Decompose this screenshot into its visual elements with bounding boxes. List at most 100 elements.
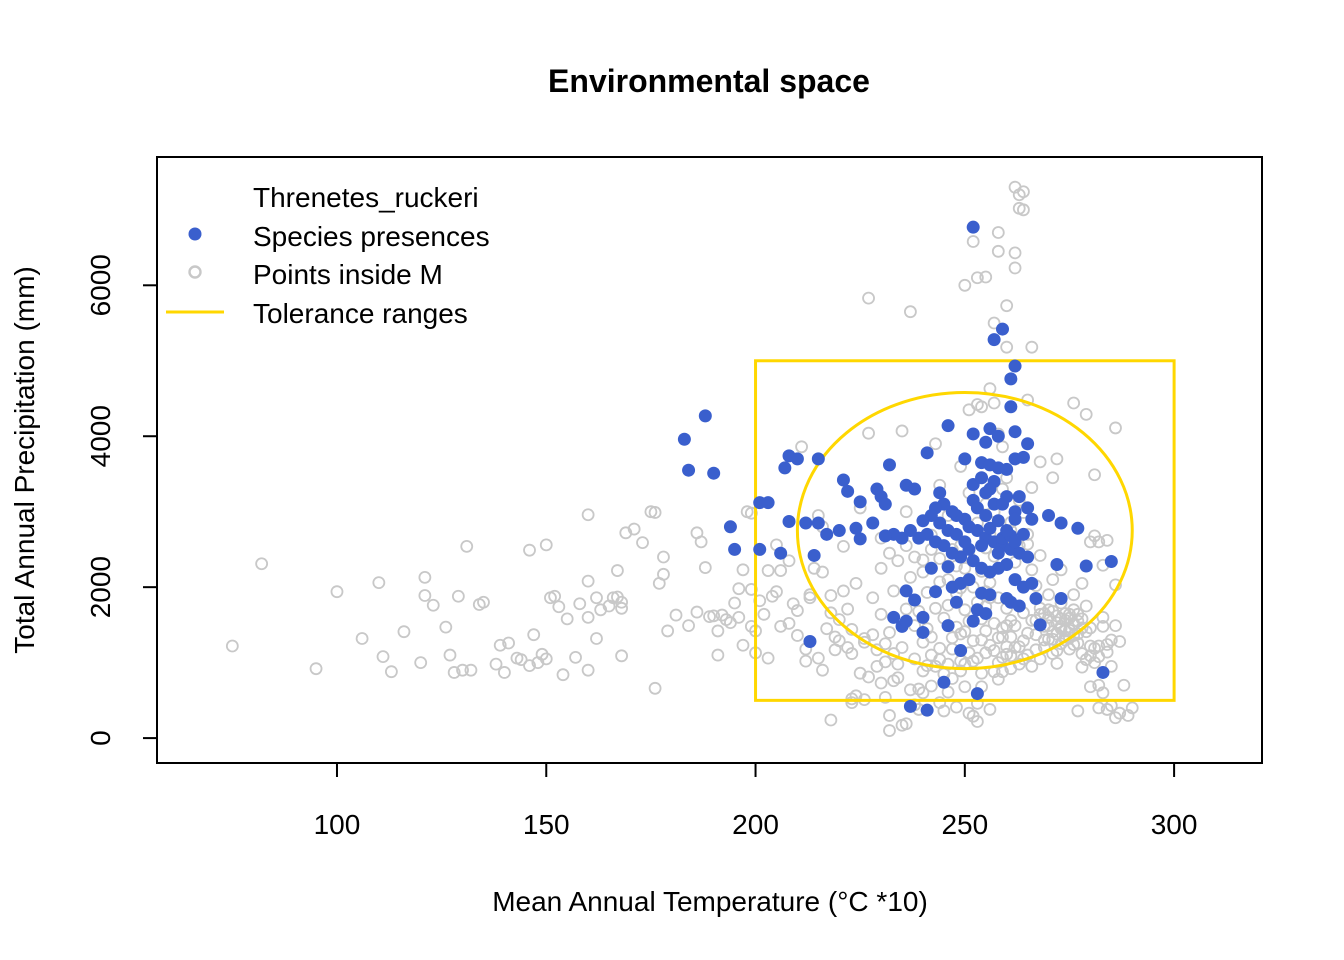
background-point: [355, 632, 369, 645]
background-point: [560, 612, 574, 626]
background-point: [1096, 686, 1110, 700]
background-point: [732, 582, 746, 596]
background-point: [1042, 588, 1055, 602]
background-point: [958, 278, 972, 292]
legend: Threnetes_ruckeri Species presences Poin…: [166, 182, 490, 329]
legend-entry-background: Points inside M: [253, 259, 443, 290]
background-point: [904, 570, 917, 584]
background-point: [887, 674, 901, 688]
background-point: [225, 639, 239, 653]
presence-point: [774, 546, 788, 560]
background-point: [996, 440, 1009, 454]
presence-point: [887, 610, 901, 624]
background-point: [514, 653, 528, 667]
y-tick-label: 2000: [85, 556, 116, 618]
background-point: [648, 506, 662, 519]
background-point: [661, 624, 675, 638]
presence-point: [723, 520, 737, 534]
background-point: [1017, 203, 1030, 217]
background-point: [912, 682, 926, 696]
background-point: [991, 226, 1005, 239]
background-point: [694, 535, 708, 549]
presence-point: [991, 546, 1005, 560]
background-point: [728, 596, 742, 610]
presence-point: [979, 508, 993, 522]
presence-point: [677, 432, 691, 446]
presence-point: [728, 542, 742, 556]
background-point: [987, 396, 1001, 410]
background-point: [456, 663, 469, 677]
presence-point: [849, 521, 863, 535]
presence-point: [853, 495, 867, 509]
presence-point: [979, 607, 993, 621]
presence-point: [1029, 591, 1043, 605]
background-point: [891, 554, 905, 568]
background-point: [1092, 535, 1106, 549]
background-point: [950, 700, 963, 714]
background-point: [384, 665, 398, 679]
presence-point: [941, 619, 955, 633]
background-point: [895, 641, 909, 654]
background-point: [711, 624, 725, 638]
background-point: [1109, 421, 1122, 435]
background-point: [1004, 630, 1018, 644]
background-point: [1025, 340, 1039, 354]
background-point: [874, 676, 888, 690]
presence-point: [853, 532, 867, 546]
presence-point: [1054, 516, 1068, 530]
background-point: [397, 625, 411, 639]
presence-point: [929, 535, 943, 549]
background-point: [255, 557, 269, 571]
presence-point: [966, 220, 980, 234]
tolerance-ranges: [754, 359, 1176, 702]
background-point: [849, 576, 863, 590]
background-point: [970, 271, 984, 285]
presence-point: [811, 452, 825, 466]
presence-point: [753, 542, 767, 556]
presence-point: [958, 535, 972, 549]
presence-point: [903, 699, 917, 713]
background-point: [979, 270, 993, 284]
background-point: [502, 636, 515, 650]
presence-point: [1096, 665, 1110, 679]
background-point: [736, 563, 750, 577]
background-point: [816, 663, 829, 677]
background-point: [862, 670, 875, 684]
background-point: [770, 585, 783, 599]
background-point: [966, 235, 980, 248]
x-tick-label: 150: [523, 809, 570, 840]
background-point: [824, 606, 838, 620]
background-point: [443, 648, 457, 662]
presence-point: [1079, 559, 1093, 573]
background-point: [916, 686, 930, 700]
background-point: [1096, 610, 1110, 624]
background-point: [1104, 633, 1118, 647]
background-point: [862, 426, 875, 440]
background-point: [1008, 261, 1022, 275]
presence-point: [1071, 521, 1085, 535]
presence-point: [1004, 400, 1018, 414]
background-point: [1075, 576, 1089, 590]
background-point: [493, 638, 507, 652]
presence-point: [991, 514, 1005, 528]
presence-point: [1021, 501, 1035, 515]
presence-point: [966, 427, 980, 441]
background-point: [1067, 588, 1081, 602]
x-axis: 100 150 200 250 300: [314, 762, 1197, 840]
background-point: [309, 662, 323, 676]
presence-point: [920, 703, 934, 717]
background-point: [857, 635, 871, 649]
background-point: [523, 543, 536, 557]
presence-point: [1000, 462, 1014, 476]
presence-point: [832, 524, 846, 538]
background-point: [790, 629, 804, 642]
background-point: [966, 634, 980, 648]
presence-point: [916, 514, 930, 528]
background-point: [845, 696, 859, 710]
background-point: [615, 649, 629, 663]
background-point: [966, 654, 980, 668]
background-point: [807, 561, 821, 575]
presence-point: [841, 484, 855, 498]
background-point: [828, 643, 842, 657]
background-point: [1058, 633, 1072, 647]
